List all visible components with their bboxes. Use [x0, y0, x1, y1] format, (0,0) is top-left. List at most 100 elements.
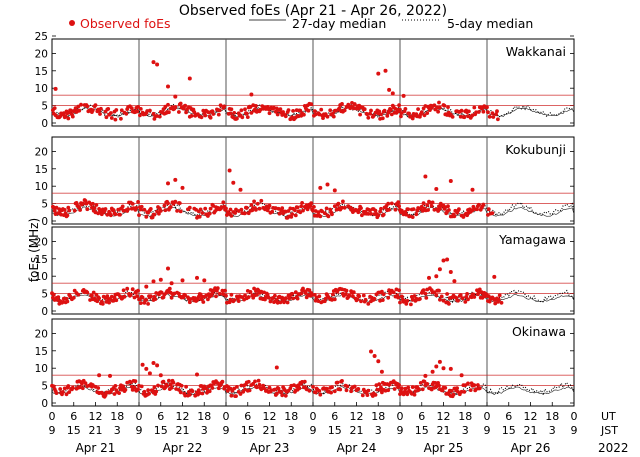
observed-point: [399, 386, 404, 391]
observed-point: [167, 110, 171, 115]
observed-point: [445, 257, 450, 262]
observed-point: [207, 211, 212, 216]
observed-point: [152, 212, 157, 217]
ut-tick-label: 12: [89, 410, 103, 423]
observed-point: [410, 215, 415, 220]
observed-point: [220, 379, 225, 384]
observed-point: [158, 373, 163, 378]
observed-point: [214, 294, 218, 299]
observed-point: [355, 297, 360, 302]
jst-label: JST: [600, 424, 618, 437]
panel-yamagawa: 0 5 10 15 20 Yamagawa: [35, 226, 575, 318]
observed-point: [105, 294, 110, 298]
observed-point: [53, 86, 58, 91]
jst-tick-label: 3: [375, 424, 382, 437]
observed-point: [211, 112, 216, 116]
observed-point: [312, 109, 317, 113]
observed-point: [166, 201, 170, 206]
observed-point: [359, 206, 363, 211]
observed-point: [351, 106, 356, 111]
observed-point: [117, 391, 121, 395]
observed-point: [293, 290, 298, 295]
observed-point: [72, 208, 77, 213]
observed-point: [298, 108, 303, 113]
observed-point: [151, 60, 156, 65]
observed-point: [186, 390, 191, 394]
observed-point: [490, 211, 495, 216]
observed-point: [377, 382, 382, 387]
observed-point: [496, 297, 501, 302]
observed-point: [316, 210, 321, 215]
observed-point: [312, 293, 317, 297]
observed-point: [373, 393, 378, 397]
observed-point: [307, 388, 312, 393]
observed-point: [167, 378, 171, 383]
observed-point: [461, 215, 466, 219]
observed-point: [166, 266, 170, 271]
observed-point: [389, 107, 393, 112]
observed-point: [331, 114, 336, 119]
observed-point: [441, 366, 446, 371]
observed-point: [114, 108, 119, 112]
observed-point: [434, 274, 439, 279]
observed-point: [336, 201, 341, 206]
observed-point: [151, 361, 156, 365]
observed-point: [365, 393, 370, 397]
observed-point: [70, 114, 75, 119]
ut-tick-label: 12: [350, 410, 364, 423]
observed-point: [359, 299, 363, 304]
observed-point: [421, 201, 426, 206]
observed-point: [397, 204, 401, 209]
observed-point: [440, 388, 445, 393]
observed-point: [435, 105, 440, 110]
observed-point: [146, 388, 151, 393]
observed-point: [157, 211, 161, 216]
observed-point: [239, 108, 244, 113]
observed-points: [50, 257, 504, 307]
observed-point: [243, 293, 247, 298]
observed-point: [273, 387, 277, 392]
observed-point: [356, 387, 361, 391]
observed-point: [466, 381, 470, 386]
observed-point: [197, 214, 202, 219]
observed-point: [134, 206, 139, 210]
observed-point: [180, 185, 185, 190]
observed-point: [330, 298, 334, 302]
observed-point: [228, 297, 233, 302]
jst-tick-label: 21: [350, 424, 364, 437]
observed-point: [120, 204, 125, 209]
chart-title: Observed foEs (Apr 21 - Apr 26, 2022): [179, 3, 447, 19]
observed-point: [495, 109, 499, 114]
observed-point: [276, 206, 281, 211]
observed-point: [245, 115, 250, 119]
observed-point: [387, 87, 392, 92]
observed-point: [52, 209, 57, 213]
observed-point: [195, 372, 199, 377]
observed-point: [430, 369, 435, 374]
observed-point: [229, 292, 234, 297]
observed-point: [125, 286, 130, 291]
observed-point: [337, 106, 342, 111]
observed-point: [166, 102, 170, 107]
observed-point: [417, 387, 421, 392]
observed-point: [350, 206, 354, 211]
observed-point: [246, 379, 251, 384]
y-tick-label: 10: [35, 363, 48, 375]
observed-point: [183, 103, 188, 108]
observed-point: [301, 286, 305, 291]
observed-point: [309, 201, 314, 206]
observed-point: [476, 110, 481, 114]
observed-point: [239, 207, 244, 212]
observed-point: [369, 212, 373, 216]
observed-point: [397, 103, 401, 108]
observed-point: [285, 300, 290, 305]
observed-point: [142, 389, 147, 394]
observed-point: [243, 107, 247, 112]
observed-point: [331, 292, 335, 297]
observed-point: [438, 297, 442, 302]
observed-point: [317, 294, 322, 299]
day-label: Apr 22: [163, 441, 203, 455]
observed-point: [155, 62, 160, 67]
observed-point: [106, 107, 111, 111]
panel-okinawa: 0 5 10 15 20 Okinawa: [35, 318, 575, 410]
